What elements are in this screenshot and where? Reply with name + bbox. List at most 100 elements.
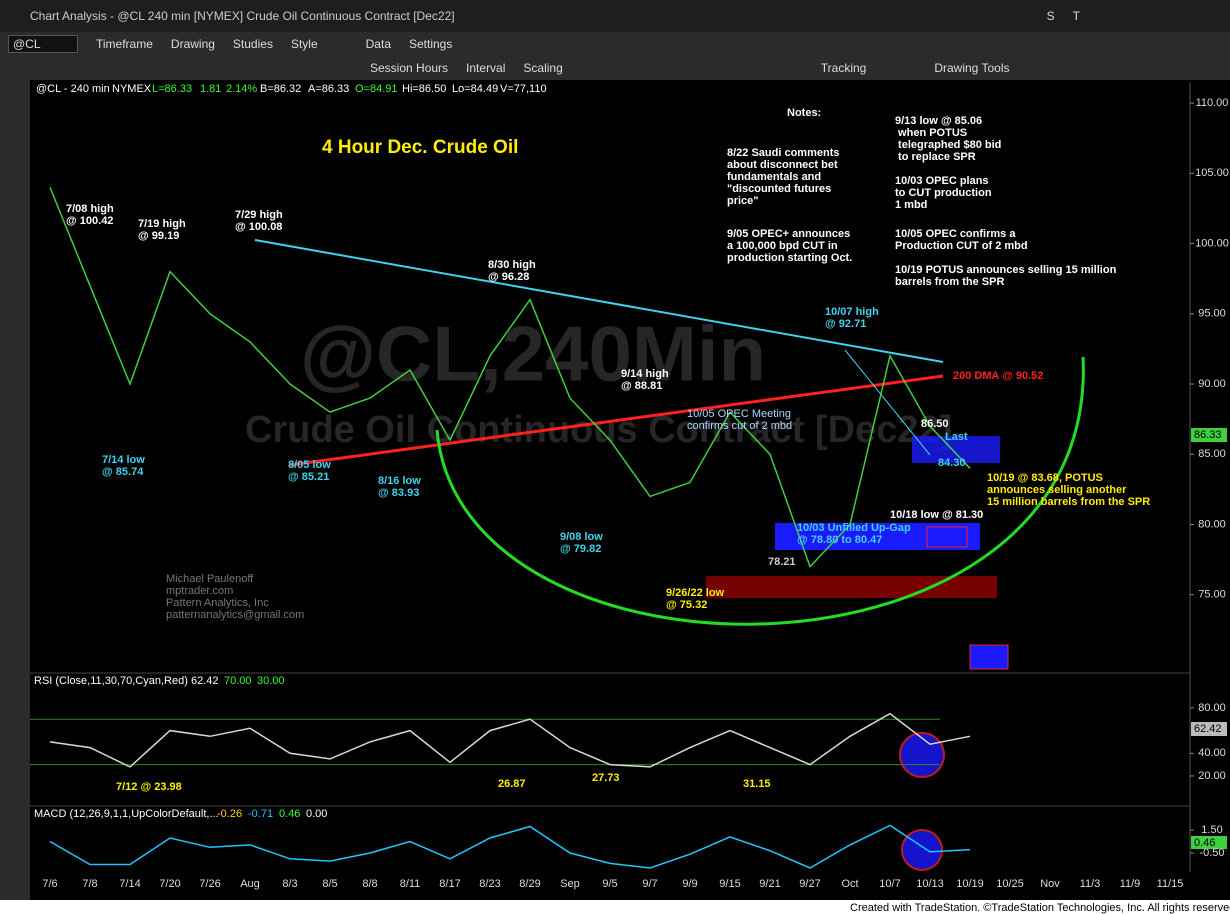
rsi-readout: 62.42 <box>191 675 219 687</box>
last-box <box>1191 428 1227 442</box>
y-tick-label: 100.00 <box>1195 237 1229 249</box>
x-tick-label: 9/21 <box>759 878 780 890</box>
header-item: O=84.91 <box>355 83 398 95</box>
y-tick-label: 85.00 <box>1198 448 1226 460</box>
window-button[interactable]: S <box>1046 9 1055 23</box>
annotation: 31.15 <box>743 778 771 790</box>
header-item: Hi=86.50 <box>402 83 446 95</box>
annotation: Michael Paulenoff mptrader.com Pattern A… <box>166 573 305 621</box>
highlight <box>899 732 945 778</box>
x-tick-label: 11/9 <box>1120 878 1141 890</box>
annotation: 9/13 low @ 85.06 when POTUS telegraphed … <box>895 115 1002 163</box>
toolbar-item[interactable]: Interval <box>466 61 506 75</box>
x-tick-label: 9/9 <box>682 878 697 890</box>
title-bar: Chart Analysis - @CL 240 min [NYMEX] Cru… <box>0 0 1230 32</box>
toolbar-item[interactable]: Timeframe <box>96 37 153 51</box>
annotation: 78.21 <box>768 556 796 568</box>
toolbar-item[interactable]: Data <box>365 37 391 51</box>
marker-box <box>926 526 968 548</box>
last-box <box>1191 722 1227 736</box>
toolbar2: Session Hours Interval Scaling Tracking … <box>0 56 1230 80</box>
x-tick-label: 11/3 <box>1080 878 1101 890</box>
header-item: A=86.33 <box>308 83 349 95</box>
annotation: 9/08 low @ 79.82 <box>560 531 603 555</box>
footer: Created with TradeStation. ©TradeStation… <box>850 902 1230 914</box>
rsi-readout: 70.00 <box>224 675 252 687</box>
x-tick-label: 8/17 <box>439 878 460 890</box>
x-tick-label: 7/26 <box>199 878 220 890</box>
window-title: Chart Analysis - @CL 240 min [NYMEX] Cru… <box>30 9 455 23</box>
y-tick-label: 40.00 <box>1198 747 1226 759</box>
annotation: 7/12 @ 23.98 <box>116 781 182 793</box>
annotation: 7/08 high @ 100.42 <box>66 203 114 227</box>
annotation: 200 DMA @ 90.52 <box>953 370 1044 382</box>
y-tick-label: 105.00 <box>1195 167 1229 179</box>
x-tick-label: 10/13 <box>916 878 944 890</box>
y-tick-label: 75.00 <box>1198 589 1226 601</box>
toolbar-item[interactable]: Settings <box>409 37 453 51</box>
annotation: 7/19 high @ 99.19 <box>138 218 186 242</box>
symbol-box[interactable]: @CL <box>8 35 78 53</box>
header-item: NYMEX <box>112 83 152 95</box>
x-tick-label: Nov <box>1040 878 1060 890</box>
header-item: B=86.32 <box>260 83 301 95</box>
y-tick-label: 95.00 <box>1198 308 1226 320</box>
header-item: Lo=84.49 <box>452 83 498 95</box>
macd-readout: -0.71 <box>248 808 273 820</box>
chart-title: 4 Hour Dec. Crude Oil <box>322 137 518 158</box>
rsi-title: RSI (Close,11,30,70,Cyan,Red) <box>34 675 188 687</box>
last-box <box>1191 836 1227 849</box>
macd-title: MACD (12,26,9,1,1,UpColorDefault,... <box>34 808 219 820</box>
macd-readout: -0.26 <box>217 808 242 820</box>
annotation: 7/14 low @ 85.74 <box>102 454 145 478</box>
toolbar-item[interactable]: Drawing Tools <box>934 61 1010 75</box>
annotation: Last <box>945 431 968 443</box>
side-toolbar <box>0 80 30 900</box>
toolbar-item[interactable]: Style <box>290 37 318 51</box>
x-tick-label: 7/6 <box>42 878 57 890</box>
rsi-readout: 30.00 <box>257 675 285 687</box>
x-tick-label: 9/15 <box>719 878 740 890</box>
y-tick-label: 20.00 <box>1198 770 1226 782</box>
window-button[interactable]: T <box>1072 9 1080 23</box>
annotation: 7/29 high @ 100.08 <box>235 209 283 233</box>
annotation: 10/19 POTUS announces selling 15 million… <box>895 264 1117 288</box>
header-item: 2.14% <box>226 83 257 95</box>
last-label: 86.33 <box>1194 429 1222 441</box>
annotation: 8/22 Saudi comments about disconnect bet… <box>727 147 840 207</box>
dma-line <box>289 374 944 467</box>
series-line <box>49 824 971 869</box>
target-box <box>912 436 1000 463</box>
toolbar-item[interactable]: Session Hours <box>370 61 449 75</box>
last-label: 0.46 <box>1194 837 1215 849</box>
annotation: Notes: <box>787 107 822 119</box>
x-tick-label: 11/15 <box>1157 878 1184 890</box>
annotation: 8/16 low @ 83.93 <box>378 475 421 499</box>
y-tick-label: 90.00 <box>1198 378 1226 390</box>
toolbar-item[interactable]: Scaling <box>523 61 563 75</box>
x-tick-label: 8/3 <box>282 878 297 890</box>
watermark: @CL,240Min <box>300 310 766 398</box>
x-tick-label: 7/14 <box>119 878 140 890</box>
annotation: 8/05 low @ 85.21 <box>288 459 331 483</box>
toolbar-item[interactable]: Tracking <box>820 61 867 75</box>
annotation: 27.73 <box>592 772 620 784</box>
x-tick-label: 8/5 <box>322 878 337 890</box>
y-tick-label: 1.50 <box>1201 824 1222 836</box>
highlight <box>901 829 943 871</box>
x-tick-label: 10/19 <box>956 878 984 890</box>
watermark: Crude Oil Continuous Contract [Dec22] <box>245 409 952 451</box>
annotation: 10/19 @ 83.68, POTUS announces selling a… <box>987 472 1151 508</box>
y-tick-label: 110.00 <box>1196 97 1229 109</box>
x-tick-label: 7/20 <box>159 878 180 890</box>
x-tick-label: 10/7 <box>879 878 900 890</box>
annotation: 10/03 Unfilled Up-Gap @ 78.80 to 80.47 <box>797 522 911 546</box>
series-line <box>49 187 971 569</box>
toolbar-item[interactable]: Studies <box>232 37 273 51</box>
footer-bar <box>0 900 1230 914</box>
header-item: @CL - 240 min <box>36 83 110 95</box>
x-tick-label: Sep <box>560 878 580 890</box>
header-item: L=86.33 <box>152 83 192 95</box>
toolbar-item[interactable]: Drawing <box>170 37 215 51</box>
